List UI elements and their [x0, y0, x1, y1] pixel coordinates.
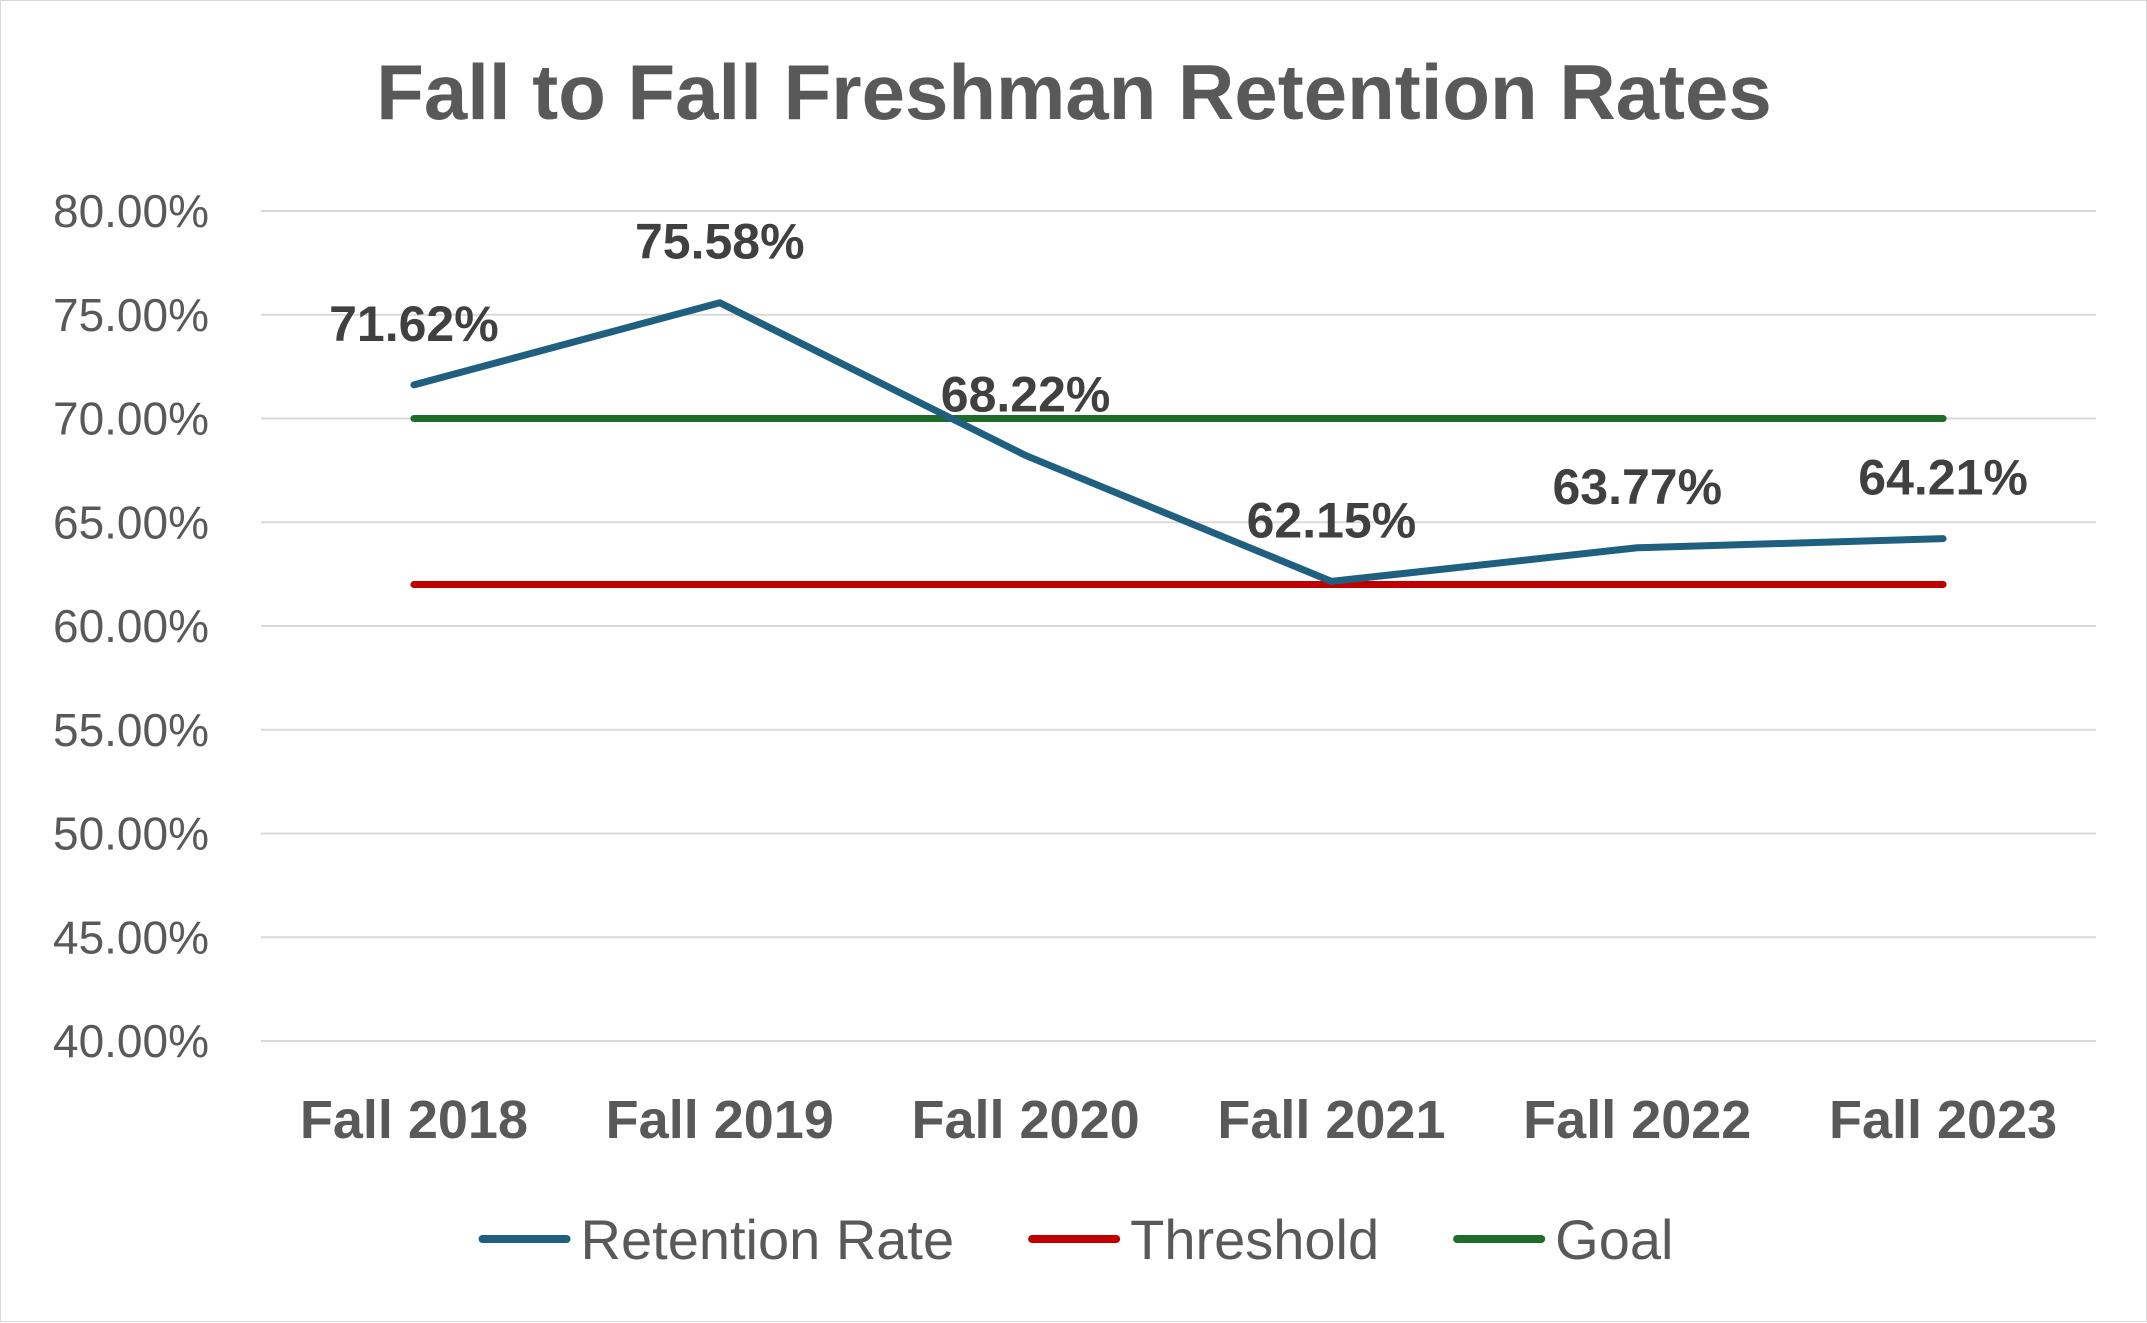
data-label: 62.15%: [1247, 492, 1417, 548]
y-tick-label: 40.00%: [53, 1015, 209, 1067]
legend-label: Goal: [1555, 1208, 1673, 1271]
data-label: 71.62%: [329, 296, 499, 352]
y-tick-label: 70.00%: [53, 393, 209, 445]
data-label: 68.22%: [941, 366, 1111, 422]
x-category-label: Fall 2018: [300, 1090, 528, 1150]
y-tick-label: 55.00%: [53, 704, 209, 756]
y-axis-tick-labels: 40.00% 45.00% 50.00% 55.00% 60.00% 65.00% 70.0…: [53, 185, 209, 1067]
grid-layer: [261, 210, 2096, 1042]
x-category-label: Fall 2023: [1829, 1090, 2057, 1150]
legend-label: Retention Rate: [581, 1208, 955, 1271]
data-label: 63.77%: [1552, 459, 1722, 515]
y-tick-label: 60.00%: [53, 600, 209, 652]
x-axis-category-labels: Fall 2018 Fall 2019 Fall 2020 Fall 2021 Fall…: [300, 1090, 2057, 1150]
data-label: 64.21%: [1858, 450, 2028, 506]
y-tick-label: 45.00%: [53, 911, 209, 963]
series-layer: [410, 299, 1947, 588]
series-line-retention-rate: [410, 299, 1947, 585]
x-category-label: Fall 2022: [1523, 1090, 1751, 1150]
y-tick-label: 75.00%: [53, 289, 209, 341]
x-category-label: Fall 2019: [606, 1090, 834, 1150]
y-tick-label: 50.00%: [53, 808, 209, 860]
y-tick-label: 80.00%: [53, 185, 209, 237]
data-labels: 71.62% 75.58% 68.22% 62.15% 63.77% 64.21%: [329, 214, 2028, 549]
legend-label: Threshold: [1130, 1208, 1379, 1271]
y-tick-label: 65.00%: [53, 496, 209, 548]
data-label: 75.58%: [635, 214, 805, 270]
legend-item-threshold: Threshold: [1028, 1208, 1379, 1271]
legend: Retention Rate Threshold Goal: [478, 1208, 1673, 1271]
chart-title: Fall to Fall Freshman Retention Rates: [376, 48, 1772, 136]
legend-item-retention-rate: Retention Rate: [478, 1208, 955, 1271]
x-category-label: Fall 2021: [1217, 1090, 1445, 1150]
legend-item-goal: Goal: [1453, 1208, 1673, 1271]
x-category-label: Fall 2020: [912, 1090, 1140, 1150]
